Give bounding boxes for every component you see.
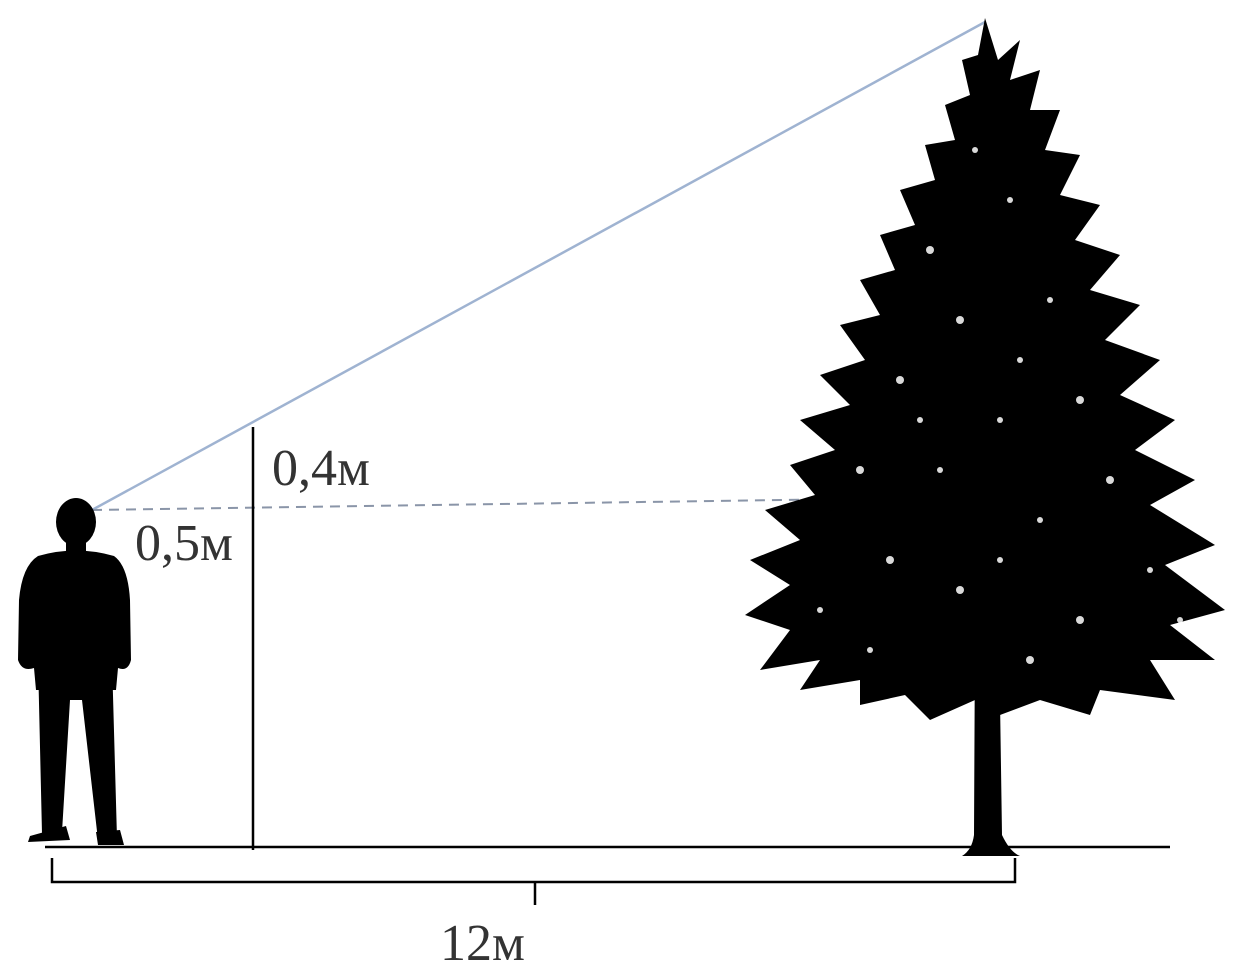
- label-ground-distance: 12м: [440, 915, 525, 970]
- eye-level-dashed-line: [91, 496, 986, 511]
- person-silhouette: [18, 498, 131, 845]
- label-stick-top-segment: 0,4м: [272, 440, 370, 497]
- label-eye-to-stick-offset: 0,5м: [135, 515, 233, 572]
- distance-brace: [50, 858, 1017, 905]
- spruce-tree-silhouette: [745, 18, 1225, 856]
- sight-line: [91, 20, 986, 512]
